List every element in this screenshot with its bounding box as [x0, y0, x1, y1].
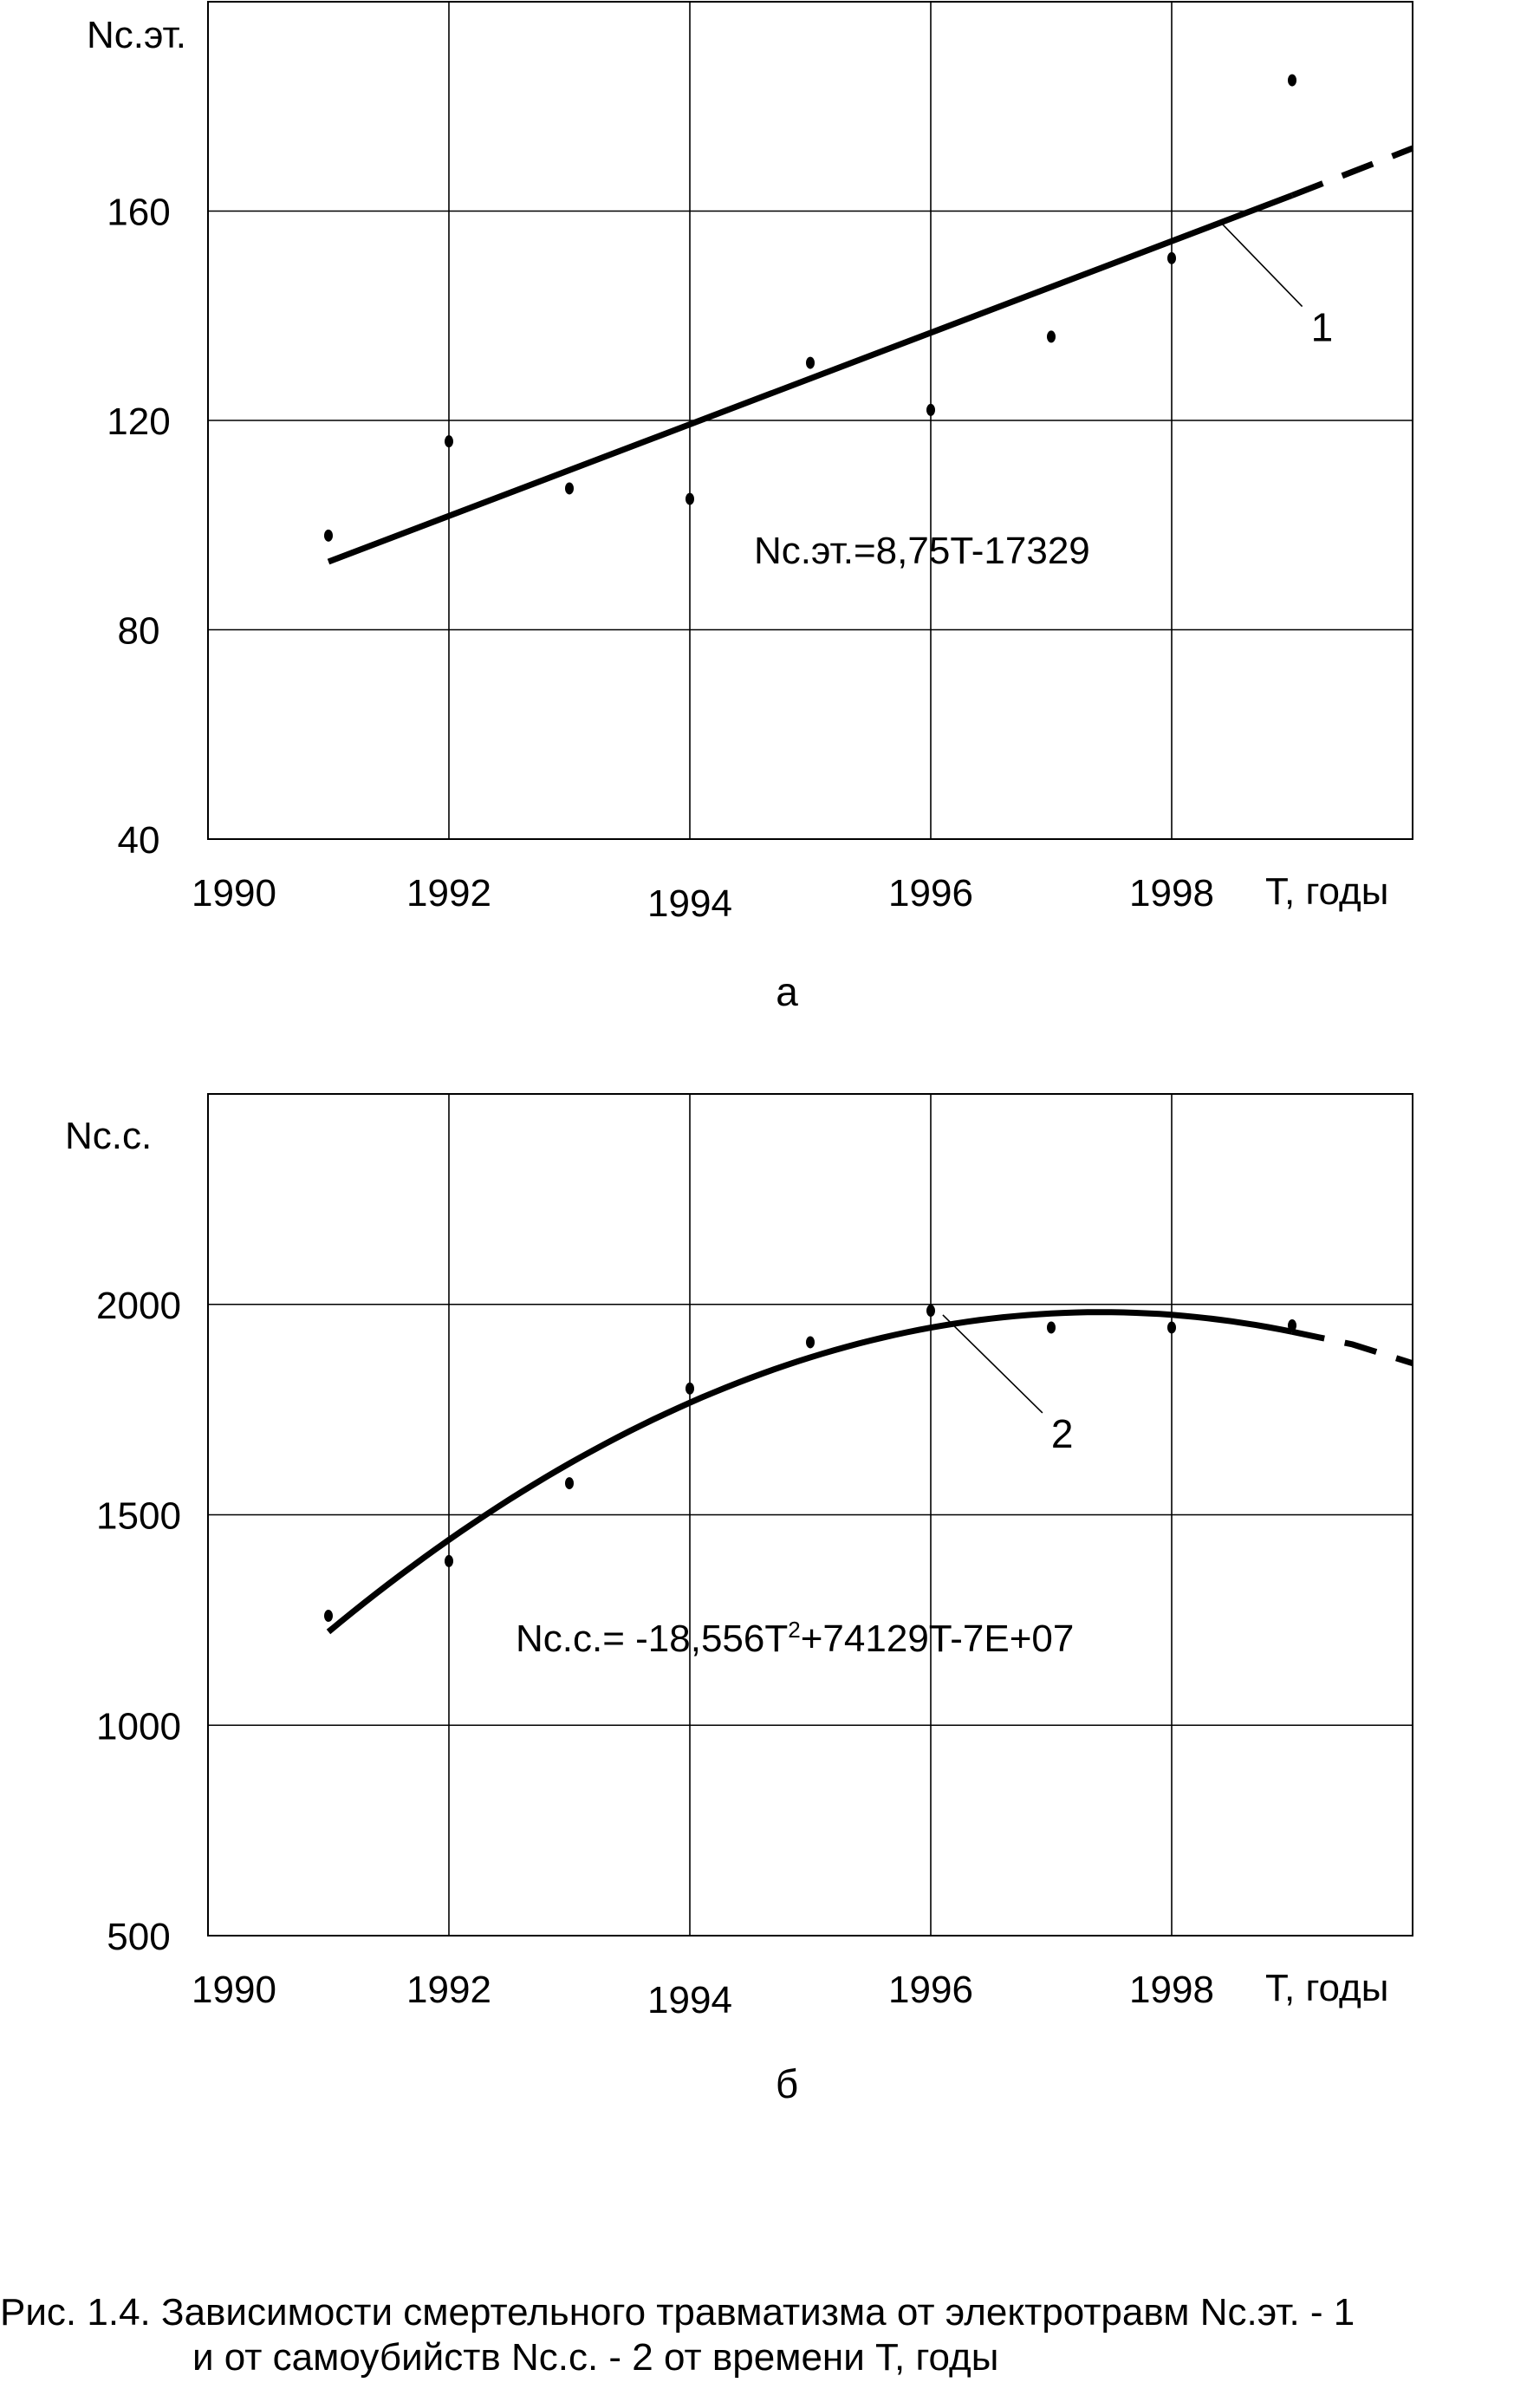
x-tick-label: 1994 — [647, 882, 732, 925]
panel-label: б — [776, 2061, 798, 2106]
data-point — [445, 435, 453, 448]
y-tick-label: 1000 — [96, 1705, 181, 1748]
caption-line-2: и от самоубийств Nс.с. - 2 от времени T,… — [192, 2336, 999, 2379]
data-point — [686, 1382, 694, 1395]
y-tick-label: 80 — [118, 610, 160, 653]
y-tick-label: 160 — [107, 192, 170, 234]
trend-equation: Nс.эт.=8,75T-17329 — [754, 530, 1090, 572]
trend-line-solid — [327, 192, 1294, 565]
x-tick-label: 1992 — [406, 1969, 491, 2011]
x-tick-label: 1994 — [647, 1979, 732, 2021]
x-tick-label: 1996 — [888, 1969, 973, 2011]
callout-label: 1 — [1311, 305, 1334, 350]
x-tick-label: 1998 — [1129, 872, 1214, 915]
data-point — [926, 1305, 935, 1318]
x-tick-label: 1992 — [406, 872, 491, 915]
data-point — [324, 529, 333, 542]
y-tick-label: 500 — [107, 1916, 170, 1958]
data-point — [1167, 251, 1176, 264]
trend-line-dashed — [1291, 1328, 1414, 1367]
x-axis-label: T, годы — [1265, 1967, 1388, 2009]
equation-part: Nс.с.= -18,556T — [516, 1618, 788, 1660]
data-point — [565, 482, 574, 495]
trend-equation: Nс.с.= -18,556T2+74129T-7E+07 — [516, 1617, 1074, 1660]
y-axis-label: Nс.с. — [65, 1115, 152, 1157]
y-tick-label: 40 — [118, 819, 160, 862]
chart-panel-2: 500 1000 1500 2000 1990 1992 1994 1996 1998 Nс.с.… — [65, 1093, 1414, 2106]
chart-panel-1: 40 80 120 160 1990 1992 1994 1996 1998 Nс.эт. T, г… — [87, 1, 1414, 1014]
data-point — [1047, 330, 1056, 343]
x-axis-label: T, годы — [1265, 870, 1388, 913]
data-point — [806, 1336, 815, 1349]
data-point — [1288, 74, 1296, 87]
y-tick-label: 2000 — [96, 1285, 181, 1327]
callout-leader-line — [1219, 221, 1303, 308]
callout-leader-line — [942, 1314, 1043, 1414]
y-tick-label: 1500 — [96, 1495, 181, 1538]
x-tick-label: 1990 — [192, 872, 276, 915]
data-point — [1288, 1319, 1296, 1332]
data-point — [324, 1610, 333, 1623]
x-tick-label: 1990 — [192, 1969, 276, 2011]
callout-label: 2 — [1051, 1411, 1074, 1456]
x-tick-label: 1996 — [888, 872, 973, 915]
data-point — [806, 356, 815, 369]
panel-label: а — [776, 969, 798, 1014]
x-tick-label: 1998 — [1129, 1969, 1214, 2011]
data-point — [1167, 1321, 1176, 1334]
data-point — [565, 1477, 574, 1490]
equation-part: +74129T-7E+07 — [801, 1618, 1075, 1660]
figure-caption: Рис. 1.4. Зависимости смертельного травм… — [0, 2290, 1540, 2380]
y-axis-label: Nс.эт. — [87, 14, 186, 56]
trend-line-dashed — [1290, 145, 1414, 199]
data-point — [445, 1554, 453, 1567]
y-tick-label: 120 — [107, 400, 170, 443]
caption-line-1: Рис. 1.4. Зависимости смертельного травм… — [0, 2291, 1355, 2334]
data-point — [926, 403, 935, 416]
trend-line-solid — [326, 1309, 1293, 1635]
data-point — [1047, 1321, 1056, 1334]
data-point — [686, 492, 694, 505]
figure-svg: 40 80 120 160 1990 1992 1994 1996 1998 Nс.эт. T, г… — [65, 1, 1414, 2106]
equation-superscript: 2 — [788, 1617, 800, 1643]
